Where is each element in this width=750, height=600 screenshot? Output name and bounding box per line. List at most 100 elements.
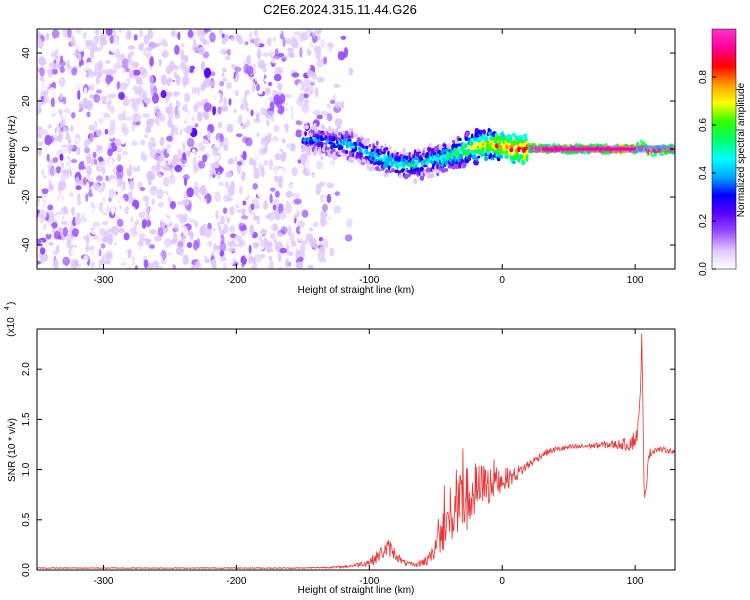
spectrogram-cell xyxy=(100,243,106,249)
spectrogram-track-cell xyxy=(321,126,326,130)
spectrogram-cell xyxy=(168,102,173,113)
spectrogram-cell xyxy=(295,247,299,254)
spectrogram-cell xyxy=(306,70,314,77)
spectrogram-cell xyxy=(119,81,128,91)
snr-plot-area xyxy=(37,333,675,570)
spectrogram-cell xyxy=(238,185,243,195)
spectrogram-cell xyxy=(257,187,265,199)
spectrogram-track-cell xyxy=(490,157,495,161)
spectrogram-cell xyxy=(131,102,137,109)
spectrogram-cell xyxy=(320,216,324,228)
spectrogram-cell xyxy=(173,223,179,231)
spectrogram-cell xyxy=(216,66,223,76)
spectrogram-cell xyxy=(318,91,326,97)
spectrogram-cell xyxy=(172,108,181,114)
spectrogram-cell xyxy=(37,117,40,123)
spectrogram-cell xyxy=(122,109,126,121)
spectrogram-cell xyxy=(299,46,303,58)
spectrogram-cell xyxy=(138,112,142,124)
spectrogram-cell xyxy=(326,113,333,122)
x-tick-label: 100 xyxy=(627,576,644,587)
spectrogram-cell xyxy=(164,91,173,98)
x-tick-label: -300 xyxy=(93,275,113,286)
spectrogram-cell xyxy=(37,147,42,157)
spectrogram-cell xyxy=(245,137,253,147)
figure-title: C2E6.2024.315.11.44.G26 xyxy=(263,2,417,17)
spectrogram-cell xyxy=(323,73,332,78)
spectrogram-cell xyxy=(256,83,260,92)
spectrogram-track-cell xyxy=(471,154,477,160)
spectrogram-cell xyxy=(185,45,193,51)
spectrogram-cell xyxy=(162,176,170,187)
spectrogram-cell xyxy=(239,240,246,247)
spectrogram-cell xyxy=(149,56,154,67)
spectrogram-cell xyxy=(94,226,100,235)
spectrogram-cell xyxy=(71,159,78,163)
spectrogram-cell xyxy=(122,181,126,190)
spectrogram-cell xyxy=(148,229,157,235)
spectrogram-cell xyxy=(121,40,128,48)
spectrogram-cell xyxy=(134,46,140,54)
spectrogram-track-cell xyxy=(387,150,390,156)
spectrogram-cell xyxy=(117,227,125,233)
spectrogram-cell xyxy=(202,210,209,217)
spectrogram-track-cell xyxy=(478,135,483,142)
spectrogram-track-cell xyxy=(327,153,331,158)
spectrogram-cell xyxy=(312,222,319,228)
spectrogram-cell xyxy=(92,221,101,228)
spectrogram-cell xyxy=(127,53,132,63)
spectrogram-cell xyxy=(191,116,195,122)
spectrogram-cell xyxy=(255,112,260,120)
spectrogram-track-cell xyxy=(402,147,406,154)
spectrogram-cell xyxy=(287,225,292,237)
spectrogram-cell xyxy=(230,36,236,42)
spectrogram-cell xyxy=(249,256,256,263)
spectrogram-cell xyxy=(151,185,157,192)
spectrogram-cell xyxy=(176,204,182,212)
spectrogram-cell xyxy=(113,37,118,46)
spectrogram-track-cell xyxy=(386,172,389,178)
spectrogram-cell xyxy=(300,153,309,161)
spectrogram-cell xyxy=(235,98,242,103)
spectrogram-cell xyxy=(337,112,343,119)
spectrogram-track-cell xyxy=(435,157,440,162)
spectrogram-cell xyxy=(226,123,234,133)
spectrogram-track-cell xyxy=(345,149,349,155)
spectrogram-cell xyxy=(264,87,271,94)
spectrogram-cell xyxy=(227,159,232,165)
spectrogram-cell xyxy=(286,251,293,256)
spectrogram-cell xyxy=(263,153,267,160)
spectrogram-cell xyxy=(37,260,41,265)
spectrogram-cell xyxy=(93,35,100,45)
spectrogram-cell xyxy=(151,198,156,206)
spectrogram-track-cell xyxy=(430,172,434,178)
spectrogram-cell xyxy=(223,71,229,78)
spectrogram-cell xyxy=(38,59,47,66)
spectrogram-cell xyxy=(246,218,251,228)
spectrogram-cell xyxy=(314,87,319,98)
spectrogram-cell xyxy=(303,87,310,93)
spectrogram-cell xyxy=(180,185,185,194)
spectrogram-cell xyxy=(100,36,107,46)
spectrogram-track-cell xyxy=(477,155,481,159)
spectrogram-cell xyxy=(44,197,50,202)
spectrogram-cell xyxy=(274,175,279,183)
spectrogram-cell xyxy=(249,224,255,236)
spectrogram-cell xyxy=(181,111,187,122)
spectrogram-cell xyxy=(203,255,208,264)
spectrogram-cell xyxy=(287,110,293,120)
spectrogram-cell xyxy=(37,249,41,254)
spectrogram-cell xyxy=(249,157,254,166)
spectrogram-cell xyxy=(111,259,116,264)
spectrogram-track-cell xyxy=(440,162,445,168)
spectrogram-cell xyxy=(50,105,56,113)
spectrogram-cell xyxy=(225,171,233,178)
spectrogram-cell xyxy=(236,163,242,175)
spectrogram-cell xyxy=(343,47,349,58)
spectrogram-cell xyxy=(144,133,149,139)
spectrogram-cell xyxy=(101,166,106,175)
spectrogram-cell xyxy=(217,237,222,242)
spectrogram-cell xyxy=(277,232,284,237)
spectrogram-cell xyxy=(160,90,167,99)
spectrogram-cell xyxy=(294,198,302,205)
